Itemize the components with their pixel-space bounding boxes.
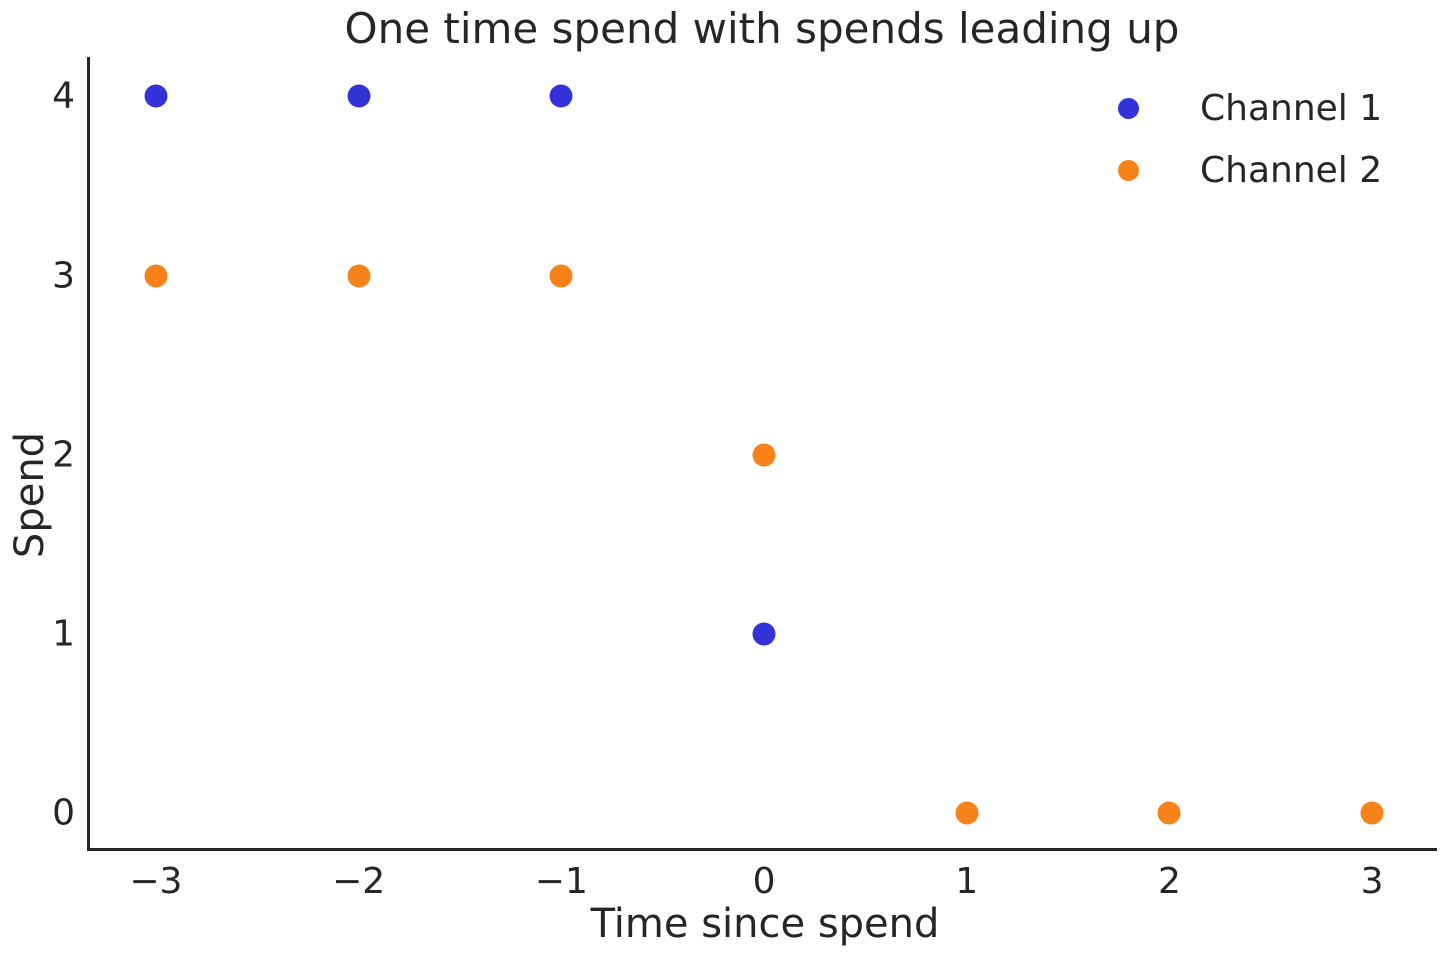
scatter-point-channel-2 [1360, 801, 1384, 825]
x-axis-label: Time since spend [590, 901, 940, 947]
scatter-point-channel-1 [347, 84, 371, 108]
plot-area [87, 57, 1437, 851]
legend-marker-icon [1118, 97, 1139, 119]
legend-item-channel-2: Channel 2 [1118, 139, 1382, 201]
scatter-point-channel-2 [1157, 801, 1181, 825]
scatter-point-channel-2 [347, 264, 371, 288]
scatter-point-channel-1 [144, 84, 168, 108]
x-tick-label: −1 [534, 861, 588, 902]
scatter-point-channel-2 [549, 264, 573, 288]
scatter-point-channel-1 [549, 84, 573, 108]
chart-title: One time spend with spends leading up [344, 4, 1180, 53]
x-tick-label: −2 [332, 861, 386, 902]
scatter-point-channel-2 [144, 264, 168, 288]
x-tick-label: 2 [1157, 861, 1181, 902]
legend-marker-icon [1118, 159, 1139, 181]
y-tick-label: 4 [52, 75, 75, 117]
y-tick-label: 2 [52, 434, 75, 476]
y-tick-label: 1 [52, 613, 75, 655]
legend-label: Channel 1 [1200, 87, 1383, 129]
x-tick-label: 3 [1360, 861, 1384, 902]
legend-item-channel-1: Channel 1 [1118, 77, 1382, 139]
scatter-point-channel-2 [955, 801, 979, 825]
x-tick-label: 0 [752, 861, 776, 902]
y-tick-label: 0 [52, 792, 75, 834]
x-tick-label: −3 [129, 861, 183, 902]
legend-label: Channel 2 [1200, 149, 1383, 191]
x-tick-label: 1 [955, 861, 979, 902]
y-tick-label: 3 [52, 255, 75, 297]
legend: Channel 1 Channel 2 [1118, 77, 1382, 201]
scatter-point-channel-1 [752, 622, 776, 646]
scatter-point-channel-2 [752, 443, 776, 467]
